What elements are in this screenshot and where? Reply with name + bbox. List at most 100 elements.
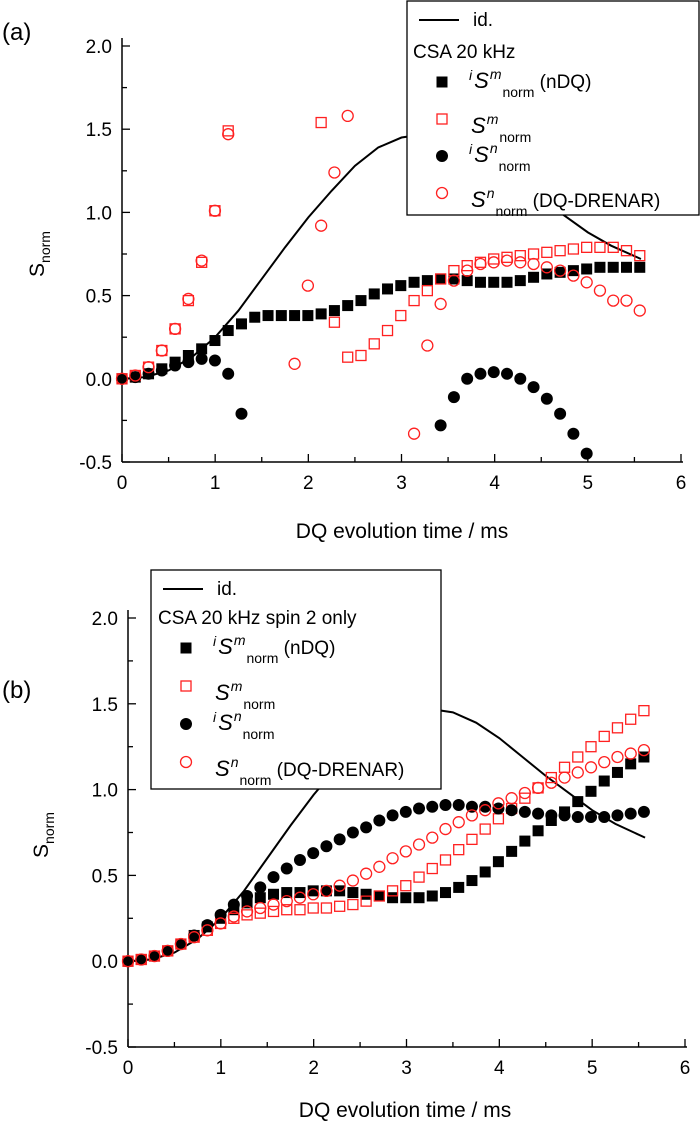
data-point bbox=[301, 279, 315, 292]
data-point bbox=[399, 845, 412, 858]
data-point bbox=[447, 391, 460, 404]
data-point bbox=[222, 125, 234, 137]
data-point bbox=[320, 884, 333, 897]
y-label-main: S bbox=[30, 844, 53, 858]
data-point bbox=[314, 219, 328, 232]
data-point bbox=[518, 786, 532, 800]
data-point bbox=[558, 761, 571, 773]
data-point bbox=[541, 268, 553, 280]
data-point bbox=[567, 427, 580, 440]
data-point bbox=[514, 275, 526, 287]
data-point bbox=[328, 305, 340, 317]
legend-box bbox=[150, 569, 442, 790]
data-point bbox=[448, 273, 460, 285]
x-tick-label: 6 bbox=[680, 1058, 691, 1079]
data-point bbox=[360, 895, 372, 907]
data-point bbox=[195, 254, 208, 267]
data-point bbox=[531, 781, 545, 795]
legend-sup: m bbox=[487, 111, 499, 127]
data-point bbox=[302, 310, 314, 322]
data-point bbox=[254, 907, 266, 919]
legend-title: CSA 20 kHz bbox=[413, 42, 515, 63]
data-point bbox=[161, 944, 174, 957]
data-point bbox=[571, 766, 584, 779]
legend-label: Snnorm (DQ-DRENAR) bbox=[471, 185, 660, 219]
y-tick-label: 1.0 bbox=[92, 781, 118, 802]
data-point bbox=[395, 280, 407, 292]
data-point bbox=[466, 875, 478, 887]
data-point bbox=[254, 892, 266, 904]
data-point bbox=[598, 775, 610, 787]
data-point bbox=[567, 243, 580, 255]
x-tick-label: 5 bbox=[583, 473, 594, 494]
data-point bbox=[320, 902, 333, 914]
data-point bbox=[598, 811, 611, 824]
data-point bbox=[315, 116, 327, 129]
data-point bbox=[201, 924, 214, 937]
legend-sub: norm bbox=[502, 84, 534, 100]
data-point bbox=[426, 831, 439, 844]
data-point bbox=[413, 802, 426, 815]
data-point bbox=[488, 253, 500, 265]
data-point bbox=[624, 747, 637, 760]
legend-marker bbox=[180, 680, 192, 692]
data-point bbox=[222, 128, 235, 141]
data-point bbox=[174, 937, 188, 951]
data-point bbox=[281, 887, 293, 899]
data-point bbox=[620, 245, 633, 257]
data-point bbox=[241, 889, 254, 902]
data-point bbox=[168, 322, 182, 336]
data-point bbox=[434, 273, 447, 285]
data-point bbox=[294, 904, 306, 916]
data-point bbox=[413, 871, 425, 883]
data-point bbox=[585, 811, 598, 824]
data-point bbox=[142, 367, 155, 380]
x-tick-label: 0 bbox=[123, 1058, 134, 1079]
legend-box bbox=[406, 0, 700, 216]
data-point bbox=[435, 273, 447, 285]
legend-label: iSmnorm (nDQ) bbox=[469, 66, 591, 100]
data-point bbox=[240, 905, 254, 918]
data-point bbox=[412, 838, 426, 851]
legend-sub: norm bbox=[243, 726, 275, 742]
data-point bbox=[121, 955, 135, 968]
legend-sup: m bbox=[234, 632, 246, 648]
data-point bbox=[554, 245, 566, 257]
y-tick-label: 1.5 bbox=[92, 695, 118, 716]
data-point bbox=[320, 885, 332, 897]
series-open-circle bbox=[121, 743, 651, 968]
data-point bbox=[545, 776, 558, 789]
legend-marker bbox=[436, 113, 448, 125]
x-tick-label: 3 bbox=[401, 1058, 412, 1079]
data-point bbox=[585, 785, 597, 797]
data-point bbox=[174, 938, 187, 951]
data-point bbox=[373, 890, 385, 902]
data-point bbox=[222, 367, 235, 380]
data-point bbox=[466, 833, 478, 846]
data-point bbox=[479, 800, 492, 813]
legend-pre: i bbox=[213, 709, 217, 725]
data-point bbox=[634, 250, 646, 262]
x-tick-label: 1 bbox=[216, 1058, 227, 1079]
panel-b: 0 1 2 3 4 5 6 -0.5 0.0 0.5 1.0 1.5 2.0 (b) DQ evolutio… bbox=[2, 569, 691, 1122]
data-point bbox=[346, 874, 360, 887]
data-point bbox=[400, 880, 412, 892]
data-point bbox=[328, 316, 341, 328]
data-point bbox=[289, 310, 301, 322]
data-point bbox=[487, 256, 500, 269]
data-point bbox=[307, 888, 320, 901]
data-point bbox=[452, 816, 465, 829]
data-point bbox=[581, 241, 593, 253]
data-point bbox=[453, 844, 465, 856]
data-point bbox=[161, 944, 174, 958]
data-point bbox=[540, 392, 553, 405]
data-point bbox=[593, 284, 607, 297]
y-tick-label: 0.0 bbox=[86, 370, 112, 391]
data-point bbox=[373, 890, 385, 902]
legend-main: S bbox=[218, 710, 233, 735]
legend-sup: n bbox=[490, 140, 498, 156]
data-point bbox=[553, 264, 567, 277]
legend-marker bbox=[435, 186, 449, 200]
legend-main: S bbox=[474, 68, 489, 93]
data-point bbox=[399, 805, 412, 818]
